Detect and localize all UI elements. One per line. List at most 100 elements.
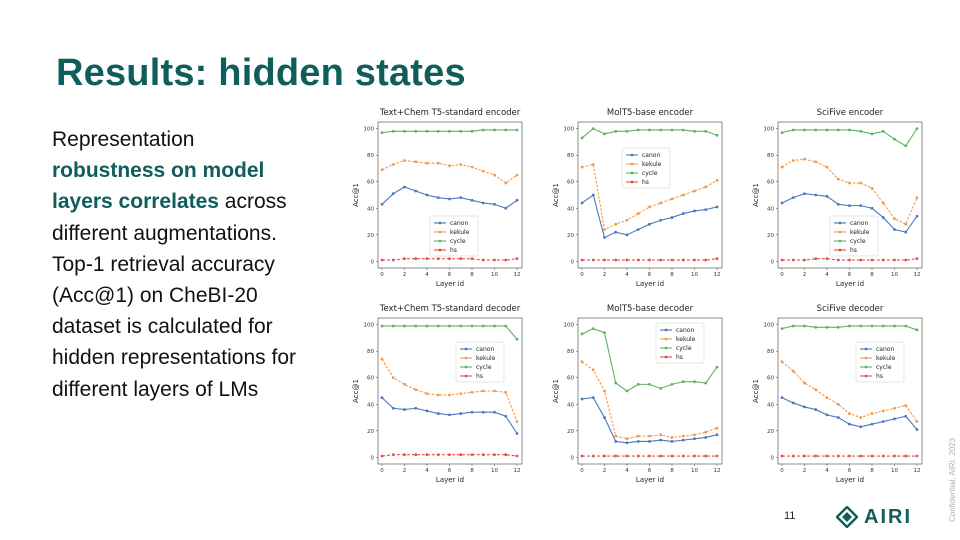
data-point-hs [693, 258, 696, 262]
data-point-canon [904, 414, 908, 418]
x-tick-label: 10 [491, 272, 498, 278]
data-point-kekule [391, 376, 395, 380]
x-tick-label: 8 [670, 272, 674, 278]
legend-marker [838, 221, 842, 225]
data-point-canon [636, 440, 640, 443]
data-point-cycle [403, 129, 406, 133]
body-rest: across different augmentations. Top-1 re… [52, 190, 296, 401]
x-tick-label: 4 [625, 468, 629, 474]
data-point-kekule [659, 201, 663, 205]
data-point-hs [470, 257, 474, 261]
data-point-canon [704, 436, 708, 439]
series-line-kekule [381, 159, 518, 184]
data-point-hs [780, 454, 784, 458]
data-point-canon [459, 412, 463, 415]
x-tick-label: 4 [425, 468, 429, 474]
data-point-cycle [504, 128, 508, 132]
x-tick-label: 0 [380, 468, 384, 474]
data-point-hs [436, 257, 440, 261]
y-tick-label: 80 [367, 153, 374, 159]
data-point-canon [580, 397, 584, 401]
data-point-canon [625, 233, 629, 237]
data-point-hs [591, 258, 595, 262]
data-point-cycle [515, 337, 519, 341]
data-point-cycle [580, 136, 584, 140]
data-point-hs [403, 453, 406, 457]
data-point-canon [591, 193, 595, 197]
data-point-kekule [881, 409, 885, 413]
data-point-cycle [459, 324, 463, 328]
data-point-kekule [414, 160, 418, 164]
data-point-hs [670, 454, 674, 458]
chart-svg-5: SciFive decoder 0 20 40 60 80 100 0 2 4 6 8 10 12 Laye… [752, 304, 923, 484]
data-point-canon [870, 206, 874, 210]
legend-label: cycle [676, 345, 692, 352]
y-tick-label: 40 [367, 402, 374, 408]
data-point-canon [803, 405, 806, 409]
legend-label: kekule [850, 229, 870, 236]
data-point-kekule [915, 196, 919, 200]
data-point-hs [659, 258, 663, 262]
data-point-canon [659, 218, 663, 222]
data-point-hs [893, 454, 896, 458]
data-point-canon [414, 189, 418, 193]
data-point-cycle [893, 137, 896, 141]
data-point-hs [380, 454, 384, 458]
data-point-hs [425, 453, 429, 457]
data-point-kekule [681, 434, 685, 438]
data-point-cycle [791, 324, 795, 328]
data-point-cycle [780, 131, 784, 135]
data-point-hs [836, 258, 840, 262]
data-point-cycle [681, 380, 685, 384]
data-point-kekule [859, 416, 863, 419]
series-line-kekule [581, 361, 718, 440]
data-point-kekule [881, 201, 885, 205]
data-point-kekule [904, 222, 908, 226]
data-point-kekule [580, 360, 584, 364]
x-tick-label: 0 [580, 272, 584, 278]
x-tick-label: 12 [914, 468, 921, 474]
data-point-canon [848, 422, 851, 426]
data-point-hs [425, 257, 429, 261]
data-point-cycle [380, 324, 384, 328]
data-point-hs [715, 454, 719, 458]
data-point-cycle [915, 328, 919, 332]
data-point-canon [580, 201, 584, 205]
legend-marker [664, 328, 668, 332]
data-point-hs [636, 258, 640, 262]
data-point-cycle [881, 129, 885, 133]
data-point-cycle [481, 324, 485, 328]
data-point-cycle [825, 128, 829, 132]
data-point-kekule [704, 185, 708, 189]
data-point-canon [403, 408, 406, 411]
data-point-kekule [693, 433, 696, 437]
data-point-kekule [670, 436, 674, 439]
data-point-cycle [836, 325, 840, 329]
legend-label: kekule [642, 161, 662, 168]
chart-molt5-encoder: MolT5-base encoder 0 20 40 60 80 100 0 2 4 6 8 10 12 L… [538, 104, 748, 294]
data-point-hs [515, 454, 519, 458]
legend-marker [838, 239, 842, 243]
y-tick-label: 60 [567, 180, 574, 186]
data-point-canon [836, 416, 840, 419]
series-line-cycle [382, 325, 518, 340]
legend-marker [864, 356, 868, 360]
legend-label: cycle [876, 364, 892, 371]
confidential-note: Confidential, AIRI. 2023 [948, 437, 957, 522]
data-point-canon [836, 202, 840, 206]
data-point-hs [825, 257, 829, 261]
legend-label: hs [476, 373, 483, 380]
data-point-cycle [625, 129, 629, 133]
data-point-canon [391, 192, 395, 196]
data-point-cycle [380, 131, 384, 135]
y-tick-label: 20 [367, 233, 374, 239]
data-point-kekule [580, 165, 584, 169]
data-point-cycle [636, 128, 640, 132]
data-point-hs [625, 454, 629, 458]
chart-title: Text+Chem T5-standard encoder [379, 108, 521, 118]
legend-box [655, 322, 705, 364]
data-point-kekule [380, 357, 384, 361]
data-point-canon [715, 205, 719, 209]
data-point-canon [614, 440, 618, 443]
data-point-hs [893, 258, 896, 262]
